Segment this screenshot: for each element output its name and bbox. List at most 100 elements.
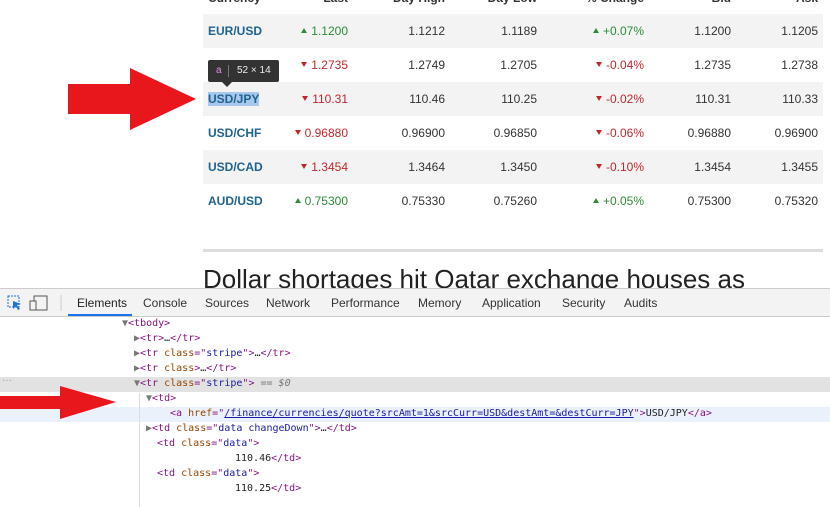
cell-value: 110.25 — [501, 92, 537, 106]
code-token: == $0 — [254, 378, 291, 389]
table-cell: 1.3454 — [694, 160, 731, 174]
table-cell: 1.3455 — [781, 160, 818, 174]
column-header: Bid — [712, 0, 731, 5]
table-row: USD/CHF 0.96880 0.96900 0.96850 -0.06% 0.9688… — [203, 116, 823, 150]
code-token: ▶ — [146, 423, 153, 434]
table-cell: 1.2738 — [781, 58, 818, 72]
code-token: " — [633, 408, 640, 419]
code-token: > — [314, 423, 321, 434]
cell-value: 1.3454 — [694, 160, 731, 174]
devtools-tab[interactable]: Sources — [205, 296, 250, 310]
tooltip-divider — [228, 65, 229, 77]
code-token: =" — [211, 468, 224, 479]
dom-line[interactable]: <td class="data"> — [157, 437, 259, 450]
code-token: <tbody — [128, 318, 165, 329]
dom-line[interactable]: ▼<tr class="stripe"> == $0 — [134, 377, 291, 390]
down-arrow — [301, 164, 308, 169]
code-token: … — [320, 423, 327, 434]
devtools-tab[interactable]: Elements — [77, 296, 128, 310]
currency-table: Currency Last Day High Day Low % Change Bid As… — [0, 0, 830, 240]
column-header: Currency — [208, 0, 261, 5]
devtools-tab[interactable]: Memory — [418, 296, 462, 310]
code-token: USD/JPY — [645, 408, 688, 419]
table-row: USD/JPY 110.31 110.46 110.25 -0.02% 110.31 110… — [203, 82, 823, 116]
dom-line[interactable]: ▶<tr>…</tr> — [134, 332, 200, 345]
table-cell: 1.3454 — [301, 160, 348, 174]
currency-link[interactable]: USD/CAD — [208, 160, 263, 174]
code-token: </tr — [260, 348, 285, 359]
code-token: ▼ — [122, 318, 129, 329]
inspect-tooltip: a 52 × 14 — [208, 60, 279, 82]
tooltip-tag: a — [216, 65, 222, 76]
code-token: </tr — [170, 333, 195, 344]
code-token: class — [164, 348, 195, 359]
dom-line[interactable]: ▶<td class="data changeDown">…</td> — [146, 422, 357, 435]
cell-value: 1.1200 — [311, 24, 348, 38]
cell-value: 1.1205 — [781, 24, 818, 38]
code-token: > — [705, 408, 712, 419]
devtools-tab[interactable]: Console — [143, 296, 188, 310]
table-cell: -0.04% — [595, 58, 644, 72]
code-token: <td — [152, 423, 171, 434]
selected-node-bg — [0, 377, 830, 392]
code-token: > — [194, 333, 201, 344]
devtools-tab[interactable]: Network — [266, 296, 311, 310]
code-token: <tr — [140, 348, 159, 359]
code-token: /finance/currencies/quote?srcAmt=1&srcCu… — [224, 408, 634, 419]
cell-value: 110.33 — [782, 92, 818, 106]
devtools-tab[interactable]: Audits — [624, 296, 658, 310]
code-token: > — [158, 333, 165, 344]
dom-line[interactable]: 110.25</td> — [235, 482, 301, 495]
table-cell: 1.1212 — [408, 24, 445, 38]
code-token: href — [188, 408, 213, 419]
devtools-tab[interactable]: Application — [482, 296, 541, 310]
cell-value: 0.75330 — [401, 194, 445, 208]
code-token: " — [247, 468, 254, 479]
table-cell: -0.02% — [595, 92, 644, 106]
down-arrow — [595, 62, 602, 67]
table-row: EUR/USD 1.1200 1.1212 1.1189 +0.07% 1.1200 1.1… — [203, 14, 823, 48]
dom-line[interactable]: <a href="/finance/currencies/quote?srcAm… — [170, 407, 712, 420]
table-cell: 110.25 — [501, 92, 537, 106]
code-token: > — [295, 453, 302, 464]
dom-line[interactable]: ▼<td> — [146, 392, 176, 405]
code-token: <tr — [140, 363, 159, 374]
currency-link[interactable]: USD/CHF — [208, 126, 262, 140]
column-header: Day High — [393, 0, 445, 5]
table-cell: 0.96900 — [775, 126, 818, 140]
dom-line[interactable]: ▼<tbody> — [122, 317, 170, 330]
table-cell: +0.05% — [592, 194, 644, 208]
dom-line[interactable]: ▶<tr class>…</tr> — [134, 362, 236, 375]
code-token: … — [254, 348, 261, 359]
code-token: =" — [212, 408, 225, 419]
code-token: class — [181, 438, 212, 449]
code-token: > — [170, 393, 177, 404]
currency-link[interactable]: EUR/USD — [208, 24, 263, 38]
table-cell: 0.75300 — [294, 194, 348, 208]
code-token: data — [223, 468, 248, 479]
table-cell: 1.1205 — [781, 24, 818, 38]
column-header: Ask — [796, 0, 818, 5]
column-header: % Change — [586, 0, 644, 5]
table-cell: 110.31 — [695, 92, 731, 106]
currency-link[interactable]: USD/JPY — [208, 92, 260, 106]
dom-line[interactable]: <td class="data"> — [157, 467, 259, 480]
cell-value: -0.02% — [605, 92, 644, 106]
devtools-tab[interactable]: Security — [562, 296, 606, 310]
separator — [203, 249, 823, 252]
table-cell: 0.75330 — [402, 194, 445, 208]
devtools-tab[interactable]: Performance — [331, 296, 400, 310]
table-cell: 1.2735 — [694, 58, 731, 72]
dom-line[interactable]: ▶<tr class="stripe">…</tr> — [134, 347, 291, 360]
table-cell: 1.3450 — [500, 160, 537, 174]
cell-value: 1.2735 — [311, 58, 348, 72]
cell-value: 1.1200 — [694, 24, 731, 38]
table-cell: 110.31 — [302, 92, 348, 106]
cell-value: 1.3455 — [781, 160, 818, 174]
red-arrow — [68, 68, 196, 130]
table-cell: 1.1200 — [694, 24, 731, 38]
currency-link[interactable]: AUD/USD — [208, 194, 263, 208]
code-token: <tr — [140, 333, 159, 344]
down-arrow — [294, 130, 301, 135]
dom-line[interactable]: 110.46</td> — [235, 452, 301, 465]
